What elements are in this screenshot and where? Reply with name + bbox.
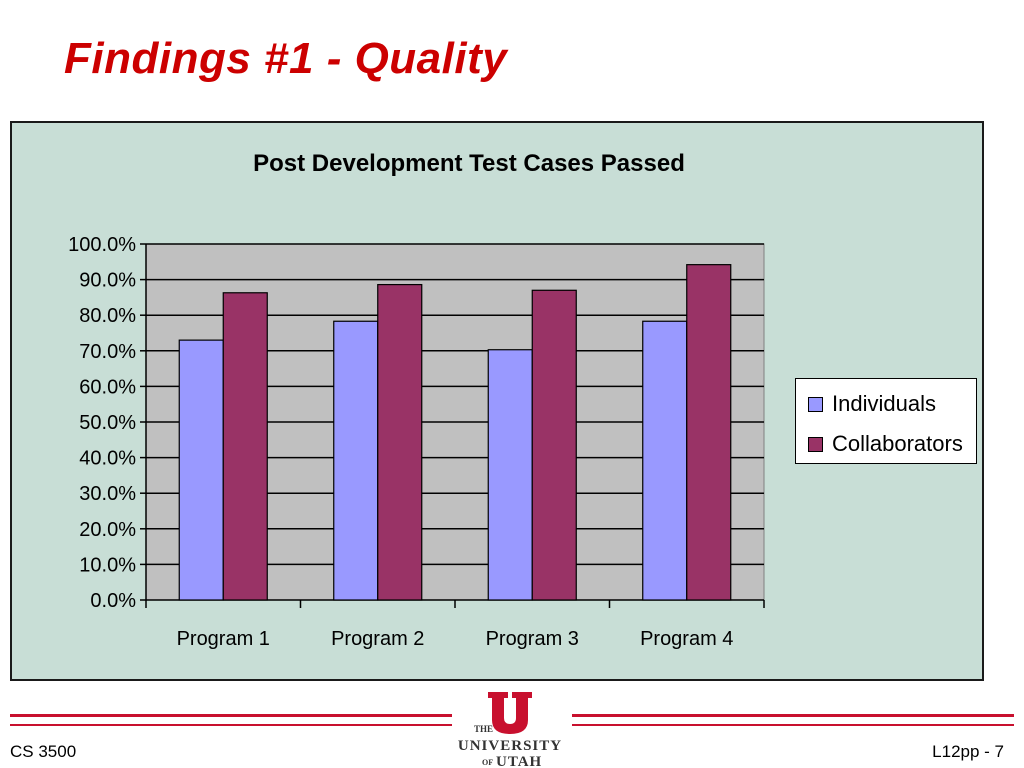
y-tick-label: 0.0% <box>90 590 136 612</box>
y-tick-label: 70.0% <box>79 341 136 363</box>
legend-swatch-collaborators <box>808 436 823 452</box>
block-u-icon <box>488 692 532 734</box>
chart-frame: Post Development Test Cases Passed 0.0% 10… <box>10 121 984 681</box>
footer-rule-right <box>572 714 1014 717</box>
y-tick-label: 50.0% <box>79 412 136 434</box>
y-tick-label: 90.0% <box>79 270 136 292</box>
course-code: CS 3500 <box>10 742 77 761</box>
footer-rule-right-thin <box>572 724 1014 726</box>
bar-collaborators-4 <box>686 264 732 601</box>
x-tick-label: Program 1 <box>177 628 270 650</box>
logo-text-of: OF <box>482 758 493 767</box>
y-tick-label: 30.0% <box>79 483 136 505</box>
y-tick-label: 20.0% <box>79 519 136 541</box>
bar-collaborators-1 <box>222 292 268 601</box>
chart-legend: Individuals Collaborators <box>795 378 977 464</box>
legend-item-individuals: Individuals <box>808 391 936 417</box>
university-logo: THE UNIVERSITY OF UTAH <box>458 692 562 768</box>
slide-title: Findings #1 - Quality <box>64 34 508 83</box>
chart-title: Post Development Test Cases Passed <box>253 150 685 177</box>
x-tick-label: Program 4 <box>640 628 733 650</box>
y-tick-label: 40.0% <box>79 448 136 470</box>
bar-individuals-3 <box>487 349 533 601</box>
y-tick-label: 80.0% <box>79 305 136 327</box>
footer-rule-left-thin <box>10 724 452 726</box>
bar-individuals-2 <box>333 320 379 601</box>
bar-collaborators-3 <box>531 289 577 601</box>
x-tick-label: Program 3 <box>486 628 579 650</box>
bar-collaborators-2 <box>377 283 423 601</box>
footer-rule-left <box>10 714 452 717</box>
x-tick-label: Program 2 <box>331 628 424 650</box>
logo-text-university: UNIVERSITY <box>458 738 562 754</box>
legend-label-individuals: Individuals <box>832 391 936 416</box>
bar-individuals-1 <box>178 339 224 601</box>
y-tick-label: 10.0% <box>79 554 136 576</box>
legend-item-collaborators: Collaborators <box>808 431 963 457</box>
logo-text-utah: UTAH <box>496 754 542 768</box>
bar-chart: Post Development Test Cases Passed 0.0% 10… <box>68 150 765 650</box>
y-tick-label: 60.0% <box>79 376 136 398</box>
slide-number: L12pp - 7 <box>932 742 1004 761</box>
y-tick-label: 100.0% <box>68 234 136 256</box>
logo-text-the: THE <box>474 724 493 734</box>
legend-swatch-individuals <box>808 396 823 412</box>
legend-label-collaborators: Collaborators <box>832 431 963 456</box>
bar-individuals-4 <box>642 320 688 601</box>
